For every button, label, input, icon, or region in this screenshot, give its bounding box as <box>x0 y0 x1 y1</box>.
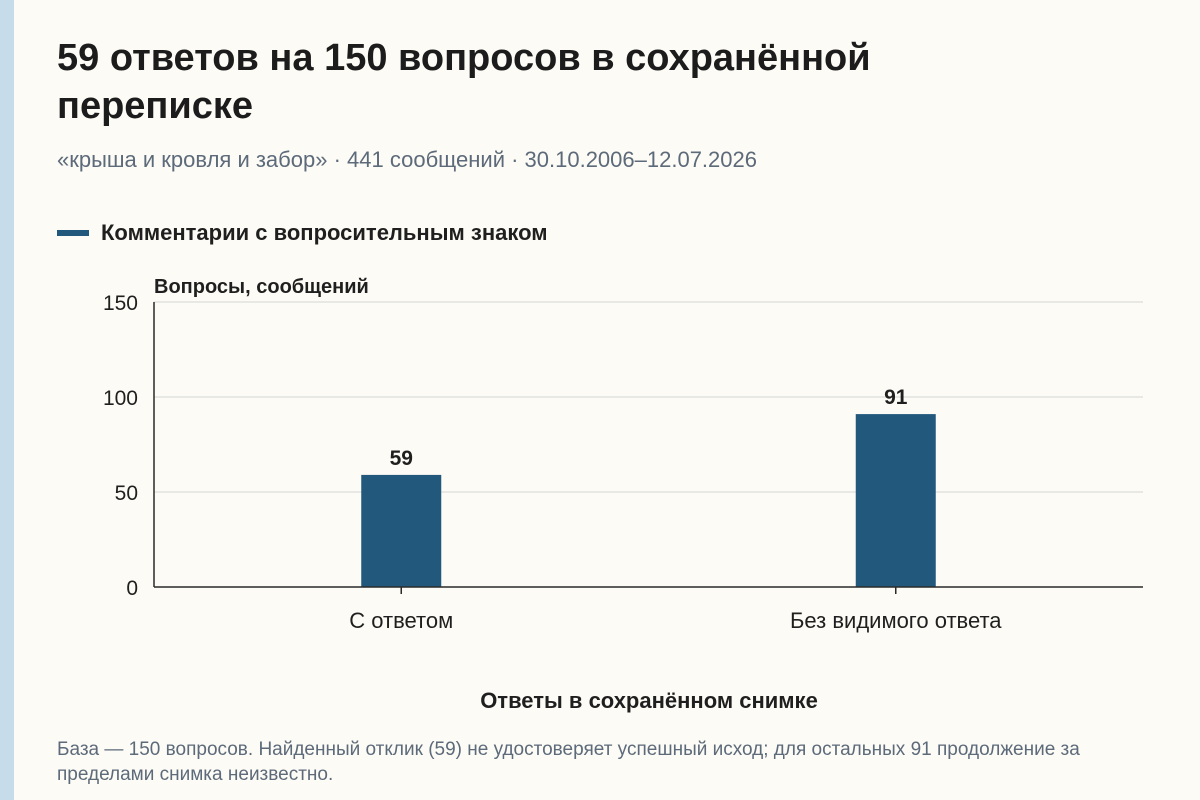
bar <box>855 414 936 587</box>
y-tick-label: 150 <box>103 292 138 315</box>
label-layer: 0 50 100 150 59 С ответом 91 Без видимого ответ… <box>103 292 1002 633</box>
legend-label: Комментарии с вопросительным знаком <box>101 220 548 245</box>
y-tick-label: 0 <box>126 577 138 600</box>
y-tick-label: 100 <box>103 387 138 410</box>
y-axis-title: Вопросы, сообщений <box>154 276 369 298</box>
bar-layer <box>361 414 936 587</box>
footnote: База — 150 вопросов. Найденный отклик (5… <box>57 739 1080 785</box>
chart-title: 59 ответов на 150 вопросов в сохранённой… <box>57 37 871 127</box>
x-tick-label: С ответом <box>349 608 453 633</box>
axis-layer <box>153 302 1143 594</box>
chart-subtitle: «крыша и кровля и забор» · 441 сообщений… <box>57 147 757 172</box>
bar <box>361 474 442 587</box>
grid-layer <box>154 301 1143 493</box>
left-accent-strip <box>0 0 14 800</box>
x-tick-label: Без видимого ответа <box>790 608 1002 633</box>
bar-value-label: 91 <box>884 386 908 409</box>
legend-swatch <box>57 230 89 236</box>
x-axis-title: Ответы в сохранённом снимке <box>480 688 818 713</box>
legend: Комментарии с вопросительным знаком <box>57 218 548 248</box>
bar-value-label: 59 <box>390 447 413 470</box>
y-tick-label: 50 <box>115 482 138 505</box>
